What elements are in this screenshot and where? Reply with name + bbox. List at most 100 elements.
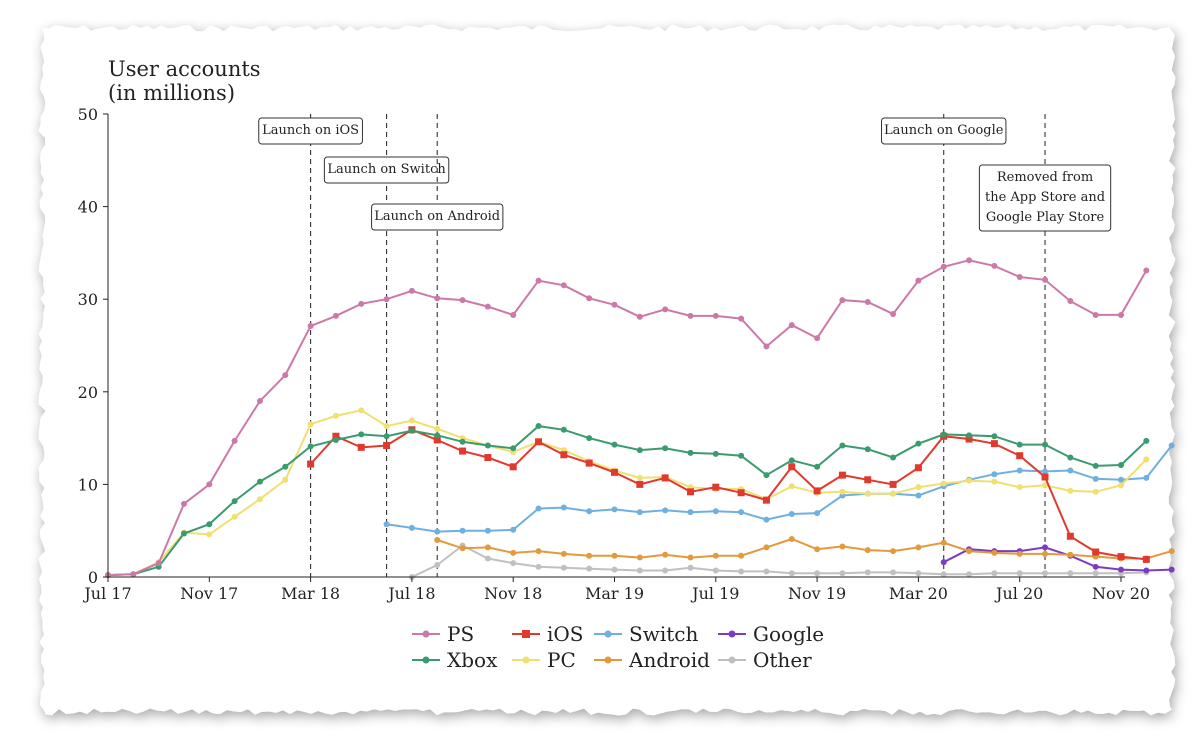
data-point <box>1016 467 1023 474</box>
data-point <box>1092 311 1099 318</box>
legend-swatch <box>718 656 746 664</box>
data-point <box>991 433 998 440</box>
annotation-label: Launch on Switch <box>323 156 450 184</box>
data-point <box>459 447 467 455</box>
data-point <box>307 443 314 450</box>
data-point <box>940 559 947 566</box>
data-point <box>738 568 745 575</box>
series-other <box>408 542 1150 580</box>
annotation-text: Launch on Google <box>884 123 1004 138</box>
data-point <box>332 312 339 319</box>
legend-swatch-marker <box>728 630 736 638</box>
data-point <box>535 438 543 446</box>
data-point <box>738 552 745 559</box>
data-point <box>282 372 289 379</box>
paper-sheet <box>38 24 1176 716</box>
data-point <box>788 511 795 518</box>
data-point <box>813 487 821 495</box>
data-point <box>915 440 922 447</box>
data-point <box>1143 474 1150 481</box>
data-point <box>636 509 643 516</box>
legend-item-xbox: Xbox <box>412 648 512 672</box>
data-point <box>231 513 238 520</box>
annotation-label: Launch on iOS <box>258 117 363 145</box>
data-point <box>966 432 973 439</box>
annotation-box <box>258 117 363 145</box>
y-tick-label: 10 <box>78 475 98 494</box>
data-point <box>307 421 314 428</box>
data-point <box>1118 482 1124 489</box>
data-point <box>1042 441 1049 448</box>
data-point <box>839 543 846 550</box>
data-point <box>814 510 821 517</box>
legend-swatch <box>512 656 540 664</box>
data-point <box>1067 467 1074 474</box>
data-point <box>282 463 289 470</box>
data-point <box>459 438 466 445</box>
data-point <box>231 437 238 444</box>
data-point <box>332 412 339 419</box>
data-point <box>611 506 618 513</box>
data-point <box>687 312 694 319</box>
data-point <box>459 527 466 534</box>
data-point <box>864 298 871 305</box>
series-line-ios <box>309 428 1147 561</box>
data-point <box>484 454 492 462</box>
data-point <box>535 505 542 512</box>
data-point <box>434 536 441 543</box>
series-ios <box>307 426 1150 563</box>
data-point <box>1168 442 1175 449</box>
data-point <box>636 554 643 561</box>
annotation-box <box>323 156 450 184</box>
data-point <box>763 343 770 350</box>
data-point <box>687 449 694 456</box>
legend-item-google: Google <box>718 622 828 646</box>
data-point <box>484 442 491 449</box>
data-point <box>636 313 643 320</box>
data-point <box>738 452 745 459</box>
data-point <box>434 425 441 432</box>
data-point <box>838 471 846 479</box>
data-point <box>434 432 441 439</box>
series-line-switch <box>386 444 1173 533</box>
data-point <box>408 417 415 424</box>
series-layer <box>105 257 1175 580</box>
data-point <box>1143 437 1150 444</box>
data-point <box>966 548 973 555</box>
data-point <box>560 550 567 557</box>
data-point <box>1092 488 1099 495</box>
data-point <box>763 516 770 523</box>
data-point <box>484 303 491 310</box>
data-point <box>1016 452 1024 460</box>
data-point <box>636 567 643 574</box>
x-tick-label: Nov 17 <box>180 584 238 603</box>
x-tick-label: Jul 17 <box>82 584 131 603</box>
data-point <box>611 552 618 559</box>
data-point <box>788 457 795 464</box>
data-point <box>712 567 719 574</box>
x-tick-label: Mar 18 <box>281 584 340 603</box>
data-point <box>788 463 796 471</box>
y-tick-label: 0 <box>88 568 98 587</box>
legend-swatch <box>412 630 440 638</box>
series-xbox <box>105 423 1150 579</box>
data-point <box>1092 570 1099 577</box>
data-point <box>636 480 644 488</box>
data-point <box>839 297 846 304</box>
x-tick-label: Mar 19 <box>585 584 644 603</box>
data-point <box>1016 441 1023 448</box>
data-point <box>1042 482 1049 489</box>
data-point <box>1092 462 1099 469</box>
data-point <box>966 257 973 264</box>
data-point <box>1016 484 1023 491</box>
x-tick-label: Nov 18 <box>484 584 542 603</box>
data-point <box>560 426 567 433</box>
data-point <box>864 490 871 497</box>
legend-item-ps: PS <box>412 622 512 646</box>
data-point <box>358 431 365 438</box>
series-line-pc <box>107 409 1148 577</box>
legend-item-other: Other <box>718 648 828 672</box>
data-point <box>1067 454 1074 461</box>
data-point <box>788 322 795 329</box>
